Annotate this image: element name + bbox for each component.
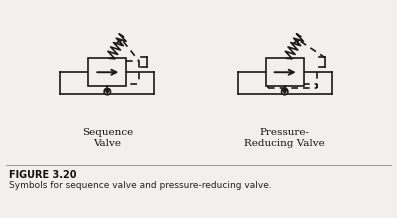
- Text: Symbols for sequence valve and pressure-reducing valve.: Symbols for sequence valve and pressure-…: [9, 181, 272, 189]
- Text: FIGURE 3.20: FIGURE 3.20: [9, 170, 76, 180]
- Bar: [266, 58, 304, 86]
- Text: Pressure-: Pressure-: [260, 128, 310, 137]
- Text: Sequence: Sequence: [82, 128, 133, 137]
- Text: Reducing Valve: Reducing Valve: [244, 139, 325, 148]
- Text: Valve: Valve: [93, 139, 121, 148]
- Bar: [89, 58, 126, 86]
- Circle shape: [104, 89, 110, 95]
- Polygon shape: [282, 89, 287, 94]
- Circle shape: [281, 89, 288, 95]
- Polygon shape: [105, 89, 110, 94]
